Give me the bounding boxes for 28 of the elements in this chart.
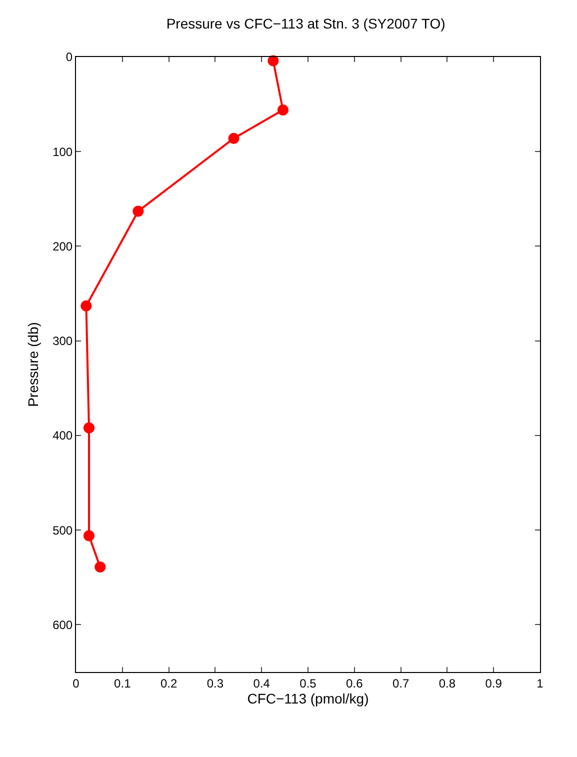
- point: [268, 55, 279, 66]
- y-tick-label: 400: [52, 428, 73, 443]
- y-tick-label: 300: [52, 334, 73, 348]
- point: [277, 104, 288, 116]
- x-tick-label: 0.9: [485, 676, 502, 690]
- chart-title: Pressure vs CFC−113 at Stn. 3 (SY2007 TO): [166, 16, 446, 32]
- y-tick-label: 100: [52, 144, 73, 159]
- y-tick-label: 600: [52, 618, 73, 632]
- x-tick-label: 1: [536, 676, 544, 690]
- x-tick-label: 0.6: [346, 676, 364, 690]
- point: [83, 530, 94, 542]
- x-tick-label: 0.3: [206, 676, 224, 690]
- x-tick-label: 0.4: [253, 676, 270, 690]
- point: [132, 206, 144, 217]
- x-tick-label: 0.8: [438, 676, 456, 690]
- point: [83, 422, 94, 434]
- y-tick-label: 0: [66, 50, 73, 64]
- y-tick-label: 200: [52, 239, 73, 254]
- x-tick-label: 0.5: [300, 676, 317, 690]
- y-tick-label: 500: [52, 523, 73, 538]
- point: [228, 132, 240, 144]
- y-axis-title: Pressure (db): [25, 322, 41, 407]
- x-tick-label: 0.1: [114, 676, 132, 690]
- point: [80, 300, 92, 312]
- point: [94, 561, 106, 572]
- x-tick-label: 0.2: [160, 676, 178, 690]
- x-axis-title: CFC−113 (pmol/kg): [247, 690, 369, 707]
- x-tick-label: 0.7: [392, 676, 410, 690]
